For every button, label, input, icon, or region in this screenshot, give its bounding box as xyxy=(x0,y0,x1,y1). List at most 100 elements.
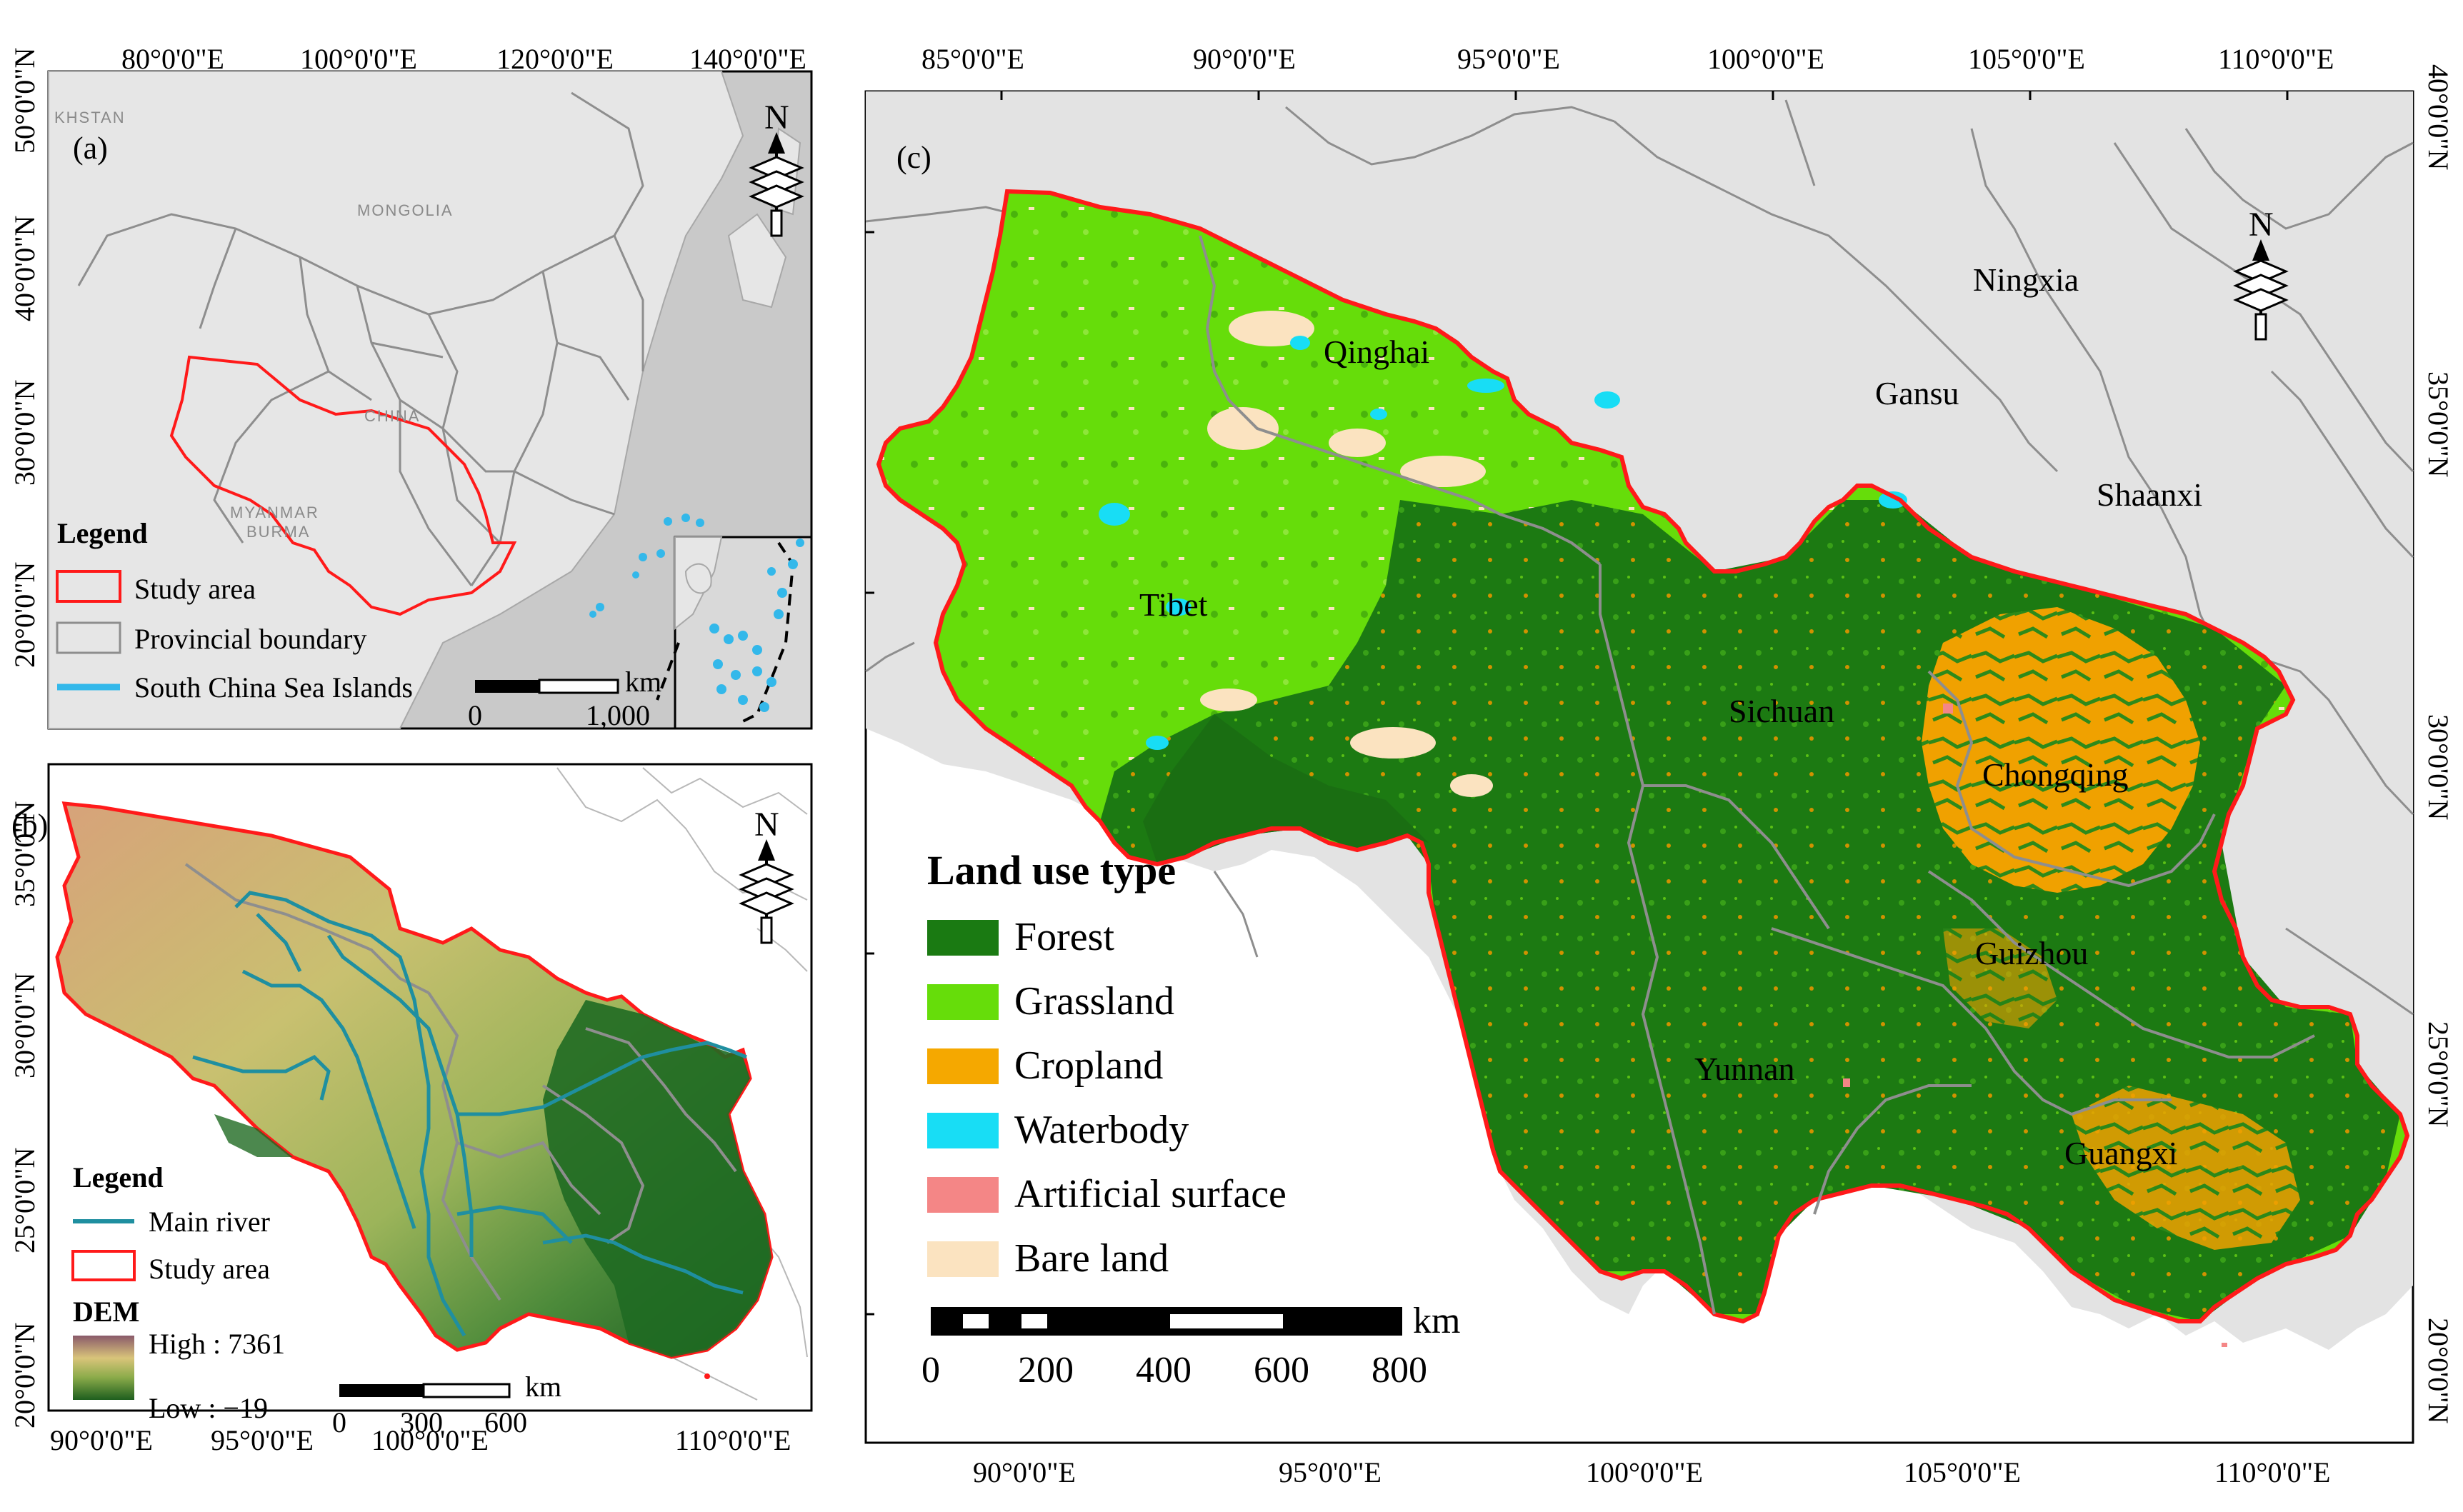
panel-c-north-arrow-icon: N xyxy=(2233,206,2289,341)
province-label-chongqing: Chongqing xyxy=(1982,756,2128,793)
panel-a: KHSTAN MONGOLIA CHINA MYANMAR BURMA (a) xyxy=(9,43,813,731)
legend-swatch-artificial-surface xyxy=(927,1177,999,1213)
panel-c-scale-tick-0: 0 xyxy=(921,1350,940,1391)
panel-b-lat-label-25n: 25°0'0"N xyxy=(9,1148,41,1253)
panel-a-lat-label-50n: 50°0'0"N xyxy=(9,48,41,154)
panel-c-lon-bottom-100e: 100°0'0"E xyxy=(1586,1456,1703,1488)
panel-b-rivers xyxy=(192,891,747,1337)
panel-b-legend-title: Legend xyxy=(73,1161,164,1193)
panel-c-tick-marks xyxy=(866,91,2289,1316)
panel-c-lon-bottom-110e: 110°0'0"E xyxy=(2214,1456,2330,1488)
panel-b-lowland-shade xyxy=(543,1000,771,1357)
basemap-label-mongolia: MONGOLIA xyxy=(357,201,454,219)
panel-c-study-area-outline xyxy=(876,189,2410,1324)
province-label-shaanxi: Shaanxi xyxy=(2097,476,2202,513)
legend-label-grassland: Grassland xyxy=(1014,979,1174,1023)
panel-c-lon-bottom-95e: 95°0'0"E xyxy=(1279,1456,1382,1488)
panel-b-province-lines xyxy=(184,863,737,1301)
province-label-ningxia: Ningxia xyxy=(1973,261,2079,298)
panel-a-scale-start: 0 xyxy=(468,699,482,731)
panel-c: Qinghai Ningxia Gansu Shaanxi Tibet Sich… xyxy=(864,43,2454,1488)
legend-swatch-bare-land xyxy=(927,1241,999,1277)
panel-a-tag: (a) xyxy=(73,131,108,166)
svg-text:N: N xyxy=(764,99,789,136)
panel-c-scale-tick-600: 600 xyxy=(1254,1350,1309,1391)
province-label-guizhou: Guizhou xyxy=(1975,935,2088,971)
panel-a-inset xyxy=(656,536,813,730)
panel-c-tag: (c) xyxy=(896,140,931,175)
panel-c-lon-top-85e: 85°0'0"E xyxy=(921,43,1024,75)
panel-b-lat-label-35n: 35°0'0"N xyxy=(9,801,41,907)
panel-c-scale-bar: km 0 200 400 600 800 xyxy=(921,1301,1460,1391)
panel-c-lon-top-105e: 105°0'0"E xyxy=(1968,43,2085,75)
panel-b-dem-title: DEM xyxy=(73,1296,139,1328)
panel-c-scale-unit: km xyxy=(1413,1301,1460,1341)
panel-a-lon-label-100e: 100°0'0"E xyxy=(300,43,417,75)
panel-c-bare-patches xyxy=(1200,311,1493,797)
panel-b-scale-tick-600: 600 xyxy=(484,1406,527,1438)
panel-c-scale-tick-400: 400 xyxy=(1136,1350,1191,1391)
panel-b-tag: (b) xyxy=(11,808,48,843)
panel-c-lat-35n: 35°0'0"N xyxy=(2422,371,2454,477)
panel-c-lon-top-90e: 90°0'0"E xyxy=(1193,43,1296,75)
panel-c-lat-25n: 25°0'0"N xyxy=(2422,1021,2454,1127)
panel-c-forest-dark-zone xyxy=(1143,714,1429,864)
panel-c-scale-tick-800: 800 xyxy=(1372,1350,1427,1391)
panel-c-cropland-guangxi xyxy=(2072,1086,2300,1250)
panel-a-north-arrow-icon: N xyxy=(749,99,804,237)
basemap-label-china: CHINA xyxy=(364,407,420,425)
panel-b-lon-label-90e: 90°0'0"E xyxy=(50,1424,153,1456)
panel-a-lat-label-20n: 20°0'0"N xyxy=(9,562,41,668)
panel-c-lat-30n: 30°0'0"N xyxy=(2422,714,2454,820)
panel-a-scale-bar: km 0 1,000 xyxy=(468,666,661,731)
legend-swatch-grassland xyxy=(927,984,999,1020)
panel-c-waterbodies xyxy=(1099,336,1907,750)
legend-label-bare-land: Bare land xyxy=(1014,1236,1169,1281)
panel-c-lat-40n: 40°0'0"N xyxy=(2422,64,2454,170)
panel-c-legend-title: Land use type xyxy=(927,847,1176,893)
panel-b-lat-label-20n: 20°0'0"N xyxy=(9,1323,41,1428)
panel-a-legend-swatch-study-area xyxy=(56,570,121,603)
panel-a-legend: Legend Study area Provincial boundary So… xyxy=(56,517,413,704)
panel-b-legend-label-study-area: Study area xyxy=(149,1253,270,1285)
province-label-tibet: Tibet xyxy=(1139,586,1208,623)
province-label-guangxi: Guangxi xyxy=(2064,1135,2177,1171)
legend-label-forest: Forest xyxy=(1014,915,1114,959)
panel-a-legend-label-provincial: Provincial boundary xyxy=(134,623,367,655)
panel-c-lon-bottom-90e: 90°0'0"E xyxy=(973,1456,1076,1488)
panel-c-scale-tick-200: 200 xyxy=(1018,1350,1074,1391)
panel-b-legend-label-river: Main river xyxy=(149,1206,270,1238)
legend-label-waterbody: Waterbody xyxy=(1014,1108,1189,1152)
legend-swatch-cropland xyxy=(927,1048,999,1084)
svg-text:N: N xyxy=(754,806,779,843)
province-label-qinghai: Qinghai xyxy=(1324,334,1429,370)
panel-c-lon-bottom-105e: 105°0'0"E xyxy=(1904,1456,2021,1488)
panel-b-legend: Legend Main river Study area DEM High : … xyxy=(71,1161,285,1424)
panel-c-province-lines xyxy=(1199,235,2315,1315)
panel-a-legend-label-islands: South China Sea Islands xyxy=(134,671,413,704)
province-label-yunnan: Yunnan xyxy=(1694,1051,1795,1087)
panel-b-dem-ramp xyxy=(73,1336,134,1400)
panel-a-legend-swatch-provincial xyxy=(56,621,121,654)
panel-a-land xyxy=(48,71,744,729)
panel-a-scale-end: 1,000 xyxy=(586,699,650,731)
panel-c-lon-top-100e: 100°0'0"E xyxy=(1707,43,1824,75)
panel-b-scale-tick-0: 0 xyxy=(332,1406,346,1438)
basemap-label-kazakhstan: KHSTAN xyxy=(54,109,126,126)
basemap-label-burma: BURMA xyxy=(246,523,310,541)
legend-swatch-forest xyxy=(927,920,999,956)
panel-c-cropland-basin xyxy=(1922,607,2200,893)
panel-b-lon-label-100e: 100°0'0"E xyxy=(371,1424,489,1456)
panel-b-lon-label-110e: 110°0'0"E xyxy=(675,1424,791,1456)
panel-c-lat-20n: 20°0'0"N xyxy=(2422,1318,2454,1423)
panel-a-lon-label-140e: 140°0'0"E xyxy=(689,43,806,75)
panel-b-island-dot xyxy=(704,1373,710,1379)
panel-a-korea-shape xyxy=(727,213,787,309)
panel-a-lat-label-40n: 40°0'0"N xyxy=(9,216,41,321)
legend-label-cropland: Cropland xyxy=(1014,1043,1163,1088)
panel-b-lat-label-30n: 30°0'0"N xyxy=(9,973,41,1078)
panel-c-artificial-surfaces xyxy=(1843,704,2227,1347)
panel-b-legend-swatch-study-area xyxy=(71,1250,136,1281)
basemap-label-myanmar: MYANMAR xyxy=(230,504,319,521)
